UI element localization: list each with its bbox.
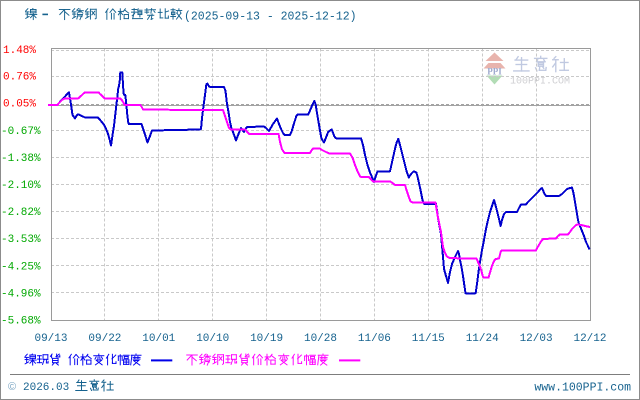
svg-text:0.05%: 0.05% [3,99,36,111]
svg-text:-1.38%: -1.38% [1,153,41,165]
svg-text:1.48%: 1.48% [3,45,36,57]
svg-text:-2.10%: -2.10% [1,180,41,192]
svg-text:©: © [8,381,16,393]
svg-text:10/28: 10/28 [304,333,337,345]
svg-text:-5.68%: -5.68% [1,316,41,328]
svg-text:100PPI.COM: 100PPI.COM [510,77,570,88]
svg-text:12/03: 12/03 [520,333,553,345]
svg-text:-2.82%: -2.82% [1,207,41,219]
svg-text:PPI: PPI [487,67,502,77]
svg-text:www.100PPI.com: www.100PPI.com [534,382,631,395]
svg-text:11/15: 11/15 [412,333,445,345]
svg-text:-0.67%: -0.67% [1,126,41,138]
svg-text:11/06: 11/06 [358,333,391,345]
svg-text:12/12: 12/12 [573,333,606,345]
svg-text:(2025-09-13 - 2025-12-12): (2025-09-13 - 2025-12-12) [184,11,357,24]
svg-text:-4.25%: -4.25% [1,261,41,273]
svg-text:09/22: 09/22 [88,333,121,345]
svg-text:-4.96%: -4.96% [1,288,41,300]
svg-text:0.76%: 0.76% [3,72,36,84]
svg-text:11/24: 11/24 [466,333,499,345]
svg-text:2026.03: 2026.03 [23,382,69,394]
svg-text:09/13: 09/13 [34,333,67,345]
svg-text:10/10: 10/10 [196,333,229,345]
svg-text:-3.53%: -3.53% [1,234,41,246]
svg-text:10/19: 10/19 [250,333,283,345]
svg-text:10/01: 10/01 [142,333,175,345]
